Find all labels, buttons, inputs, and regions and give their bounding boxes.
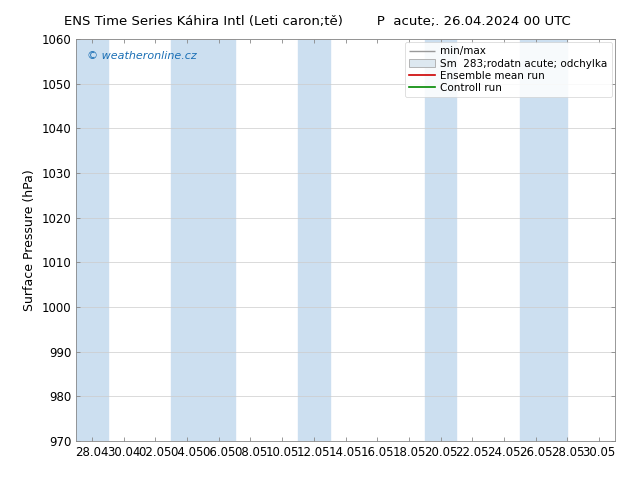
Bar — [425, 39, 456, 441]
Bar — [76, 39, 108, 441]
Text: ENS Time Series Káhira Intl (Leti caron;tě)        P  acute;. 26.04.2024 00 UTC: ENS Time Series Káhira Intl (Leti caron;… — [63, 15, 571, 28]
Legend: min/max, Sm  283;rodatn acute; odchylka, Ensemble mean run, Controll run: min/max, Sm 283;rodatn acute; odchylka, … — [405, 42, 612, 97]
Bar — [298, 39, 330, 441]
Bar — [171, 39, 235, 441]
Y-axis label: Surface Pressure (hPa): Surface Pressure (hPa) — [23, 169, 36, 311]
Text: © weatheronline.cz: © weatheronline.cz — [87, 51, 197, 61]
Bar — [520, 39, 567, 441]
